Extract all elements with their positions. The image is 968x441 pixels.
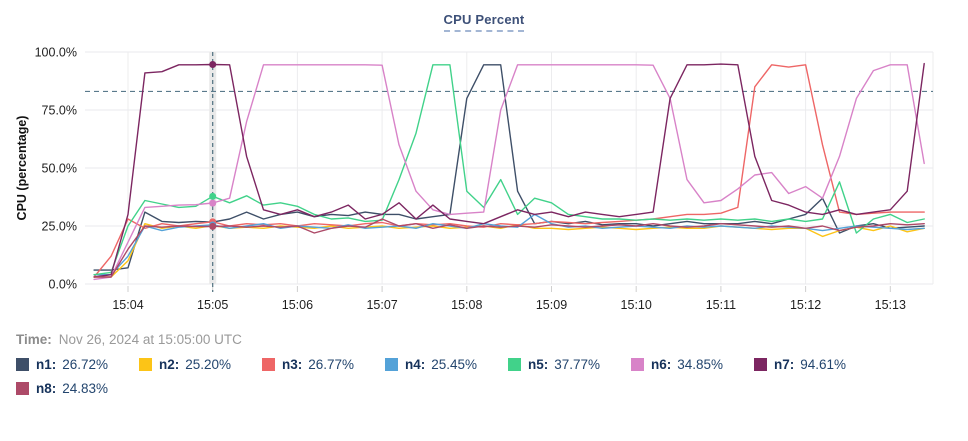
series-line-n3[interactable] <box>93 64 925 278</box>
legend-item-n1[interactable]: n1: 26.72% <box>16 357 139 372</box>
chart-title[interactable]: CPU Percent <box>443 12 525 32</box>
series-line-n7[interactable] <box>93 62 925 278</box>
legend-swatch-n1 <box>16 358 29 371</box>
legend-swatch-n3 <box>262 358 275 371</box>
legend-label-n4: n4: <box>405 357 426 372</box>
legend-label-n7: n7: <box>774 357 795 372</box>
legend-value-n8: 24.83% <box>62 381 109 396</box>
legend-swatch-n8 <box>16 382 29 395</box>
x-tick-label: 15:06 <box>282 298 313 312</box>
legend-value-n7: 94.61% <box>800 357 847 372</box>
y-axis-title: CPU (percentage) <box>15 116 29 221</box>
legend-value-n2: 25.20% <box>185 357 232 372</box>
y-tick-label: 50.0% <box>42 162 77 176</box>
legend-value-n6: 34.85% <box>677 357 724 372</box>
y-tick-label: 100.0% <box>35 46 77 60</box>
x-tick-label: 15:07 <box>366 298 397 312</box>
chart-title-row: CPU Percent <box>0 0 968 38</box>
x-tick-label: 15:12 <box>790 298 821 312</box>
legend-item-n4[interactable]: n4: 25.45% <box>385 357 508 372</box>
legend-label-n6: n6: <box>651 357 672 372</box>
series-line-n2[interactable] <box>93 222 925 278</box>
legend-value-n1: 26.72% <box>62 357 109 372</box>
legend-value-n4: 25.45% <box>431 357 478 372</box>
x-tick-label: 15:10 <box>621 298 652 312</box>
legend-value-n3: 26.77% <box>308 357 355 372</box>
legend-item-n8[interactable]: n8: 24.83% <box>16 381 139 396</box>
crosshair-dot-n5 <box>209 192 217 200</box>
legend-value-n5: 37.77% <box>554 357 601 372</box>
legend-item-n3[interactable]: n3: 26.77% <box>262 357 385 372</box>
legend-swatch-n2 <box>139 358 152 371</box>
legend-label-n1: n1: <box>36 357 57 372</box>
legend-item-n7[interactable]: n7: 94.61% <box>754 357 877 372</box>
time-value: Nov 26, 2024 at 15:05:00 UTC <box>58 332 242 347</box>
legend: n1: 26.72% n2: 25.20% n3: 26.77% n4: 25.… <box>16 357 968 396</box>
legend-item-n6[interactable]: n6: 34.85% <box>631 357 754 372</box>
legend-label-n8: n8: <box>36 381 57 396</box>
x-tick-label: 15:09 <box>536 298 567 312</box>
crosshair-dot-n8 <box>209 222 217 230</box>
legend-label-n3: n3: <box>282 357 303 372</box>
x-tick-label: 15:08 <box>451 298 482 312</box>
y-tick-label: 0.0% <box>49 278 78 292</box>
legend-swatch-n5 <box>508 358 521 371</box>
legend-item-n5[interactable]: n5: 37.77% <box>508 357 631 372</box>
x-tick-label: 15:04 <box>112 298 143 312</box>
legend-label-n2: n2: <box>159 357 180 372</box>
legend-label-n5: n5: <box>528 357 549 372</box>
series-line-n5[interactable] <box>93 64 925 276</box>
x-tick-label: 15:13 <box>875 298 906 312</box>
x-tick-label: 15:05 <box>197 298 228 312</box>
crosshair-dot-n6 <box>209 199 217 207</box>
legend-item-n2[interactable]: n2: 25.20% <box>139 357 262 372</box>
series-line-n1[interactable] <box>93 64 925 271</box>
y-tick-label: 75.0% <box>42 104 77 118</box>
crosshair-dot-n7 <box>209 61 217 69</box>
x-tick-label: 15:11 <box>706 298 736 312</box>
series-line-n8[interactable] <box>93 218 925 278</box>
series-line-n6[interactable] <box>93 64 925 281</box>
legend-swatch-n6 <box>631 358 644 371</box>
legend-swatch-n7 <box>754 358 767 371</box>
legend-swatch-n4 <box>385 358 398 371</box>
cpu-chart-canvas[interactable]: 0.0% 25.0% 50.0% 75.0% 100.0% 15:04 15:05 15:06… <box>0 38 968 316</box>
time-label: Time: <box>16 332 52 347</box>
crosshair-time-row: Time: Nov 26, 2024 at 15:05:00 UTC <box>16 332 968 347</box>
y-tick-label: 25.0% <box>42 220 77 234</box>
